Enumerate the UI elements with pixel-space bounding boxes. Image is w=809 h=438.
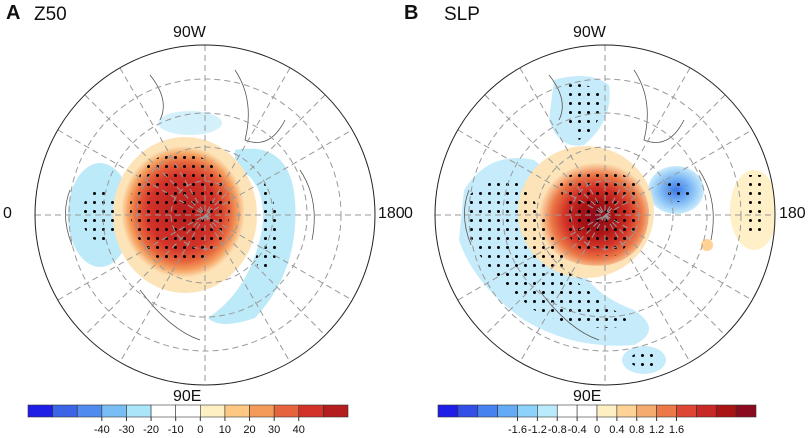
colorbar-swatch: [696, 404, 717, 418]
label-90e: 90E: [573, 388, 602, 405]
colorbar-tick-label: 1.2: [649, 424, 664, 436]
label-90w: 90W: [173, 24, 206, 41]
map-boundary: [434, 44, 776, 386]
label-0: 0: [404, 205, 413, 222]
colorbar-tick-label: -1.6: [508, 424, 527, 436]
colorbar-swatch: [273, 404, 300, 418]
colorbar-swatch: [676, 404, 697, 418]
colorbar-z50: -40 -30 -20 -10 0 10 20 30 40: [27, 404, 349, 436]
negative-right-arc-anomaly: [208, 148, 296, 324]
colorbar-tick-label: 0: [197, 424, 203, 436]
colorbar-swatch: [27, 404, 53, 418]
colorbar-tick-label: -40: [94, 424, 110, 436]
colorbar-tick-label: -1.2: [528, 424, 547, 436]
colorbar-tick-label: -10: [168, 424, 184, 436]
map-field: [435, 45, 775, 385]
colorbar-swatch: [200, 404, 226, 418]
polar-map-z50: [34, 44, 376, 386]
stipple-far-right: [744, 175, 764, 235]
colorbar-swatch: [249, 404, 275, 418]
negative-top-anomaly: [158, 111, 222, 135]
colorbar-swatch: [52, 404, 78, 418]
colorbar-swatch: [76, 404, 103, 418]
label-180: 180: [378, 205, 405, 222]
colorbar-swatch: [556, 404, 578, 418]
colorbar-swatch: [616, 404, 638, 418]
positive-small-dot: [701, 239, 713, 251]
stipple-bottom: [630, 352, 658, 368]
colorbar-tick-label: -0.8: [548, 424, 567, 436]
colorbar-swatch: [497, 404, 518, 418]
coastlines: [464, 69, 714, 341]
panel-letter: B: [404, 2, 419, 24]
stipple-right: [662, 182, 690, 202]
colorbar-tick-label: 1.6: [669, 424, 684, 436]
stipple-upper: [563, 84, 604, 140]
label-0: 0: [3, 205, 12, 222]
panel-a: A Z50: [0, 0, 405, 438]
colorbar-tick-label: 0.8: [629, 424, 644, 436]
colorbar-swatch: [437, 404, 459, 418]
colorbar-swatch: [735, 404, 757, 418]
colorbar-tick-label: -0.4: [568, 424, 587, 436]
colorbar-swatch: [126, 404, 152, 418]
colorbar-swatch: [537, 404, 558, 418]
colorbar-swatch: [224, 404, 250, 418]
colorbar-tick-label: 0: [594, 424, 600, 436]
coastlines: [65, 69, 315, 341]
panel-b: B SLP: [404, 0, 808, 438]
map-boundary: [34, 44, 376, 386]
colorbar-swatch: [576, 404, 598, 418]
colorbar-tick-label: 10: [219, 424, 231, 436]
polar-map-slp: [434, 44, 776, 386]
colorbar-swatch: [477, 404, 498, 418]
colorbar-tick-label: -30: [119, 424, 135, 436]
map-field: [35, 45, 375, 385]
colorbar-slp: -1.6 -1.2 -0.8 -0.4 0 0.4 0.8 1.2 1.6: [437, 404, 757, 436]
label-90e: 90E: [173, 388, 202, 405]
colorbar-swatch: [596, 404, 618, 418]
colorbar-swatch: [517, 404, 538, 418]
colorbar-swatch: [656, 404, 677, 418]
colorbar-tick-label: 30: [268, 424, 280, 436]
colorbar-swatch: [298, 404, 324, 418]
colorbar-swatch: [636, 404, 657, 418]
panel-letter: A: [6, 2, 21, 24]
meridians: [35, 45, 375, 385]
colorbar-tick-label: 0.4: [609, 424, 624, 436]
panel-title: Z50: [34, 4, 67, 25]
label-90w: 90W: [573, 24, 606, 41]
colorbar-swatch: [101, 404, 127, 418]
panel-title: SLP: [444, 4, 480, 25]
colorbar-swatch: [457, 404, 479, 418]
colorbar-tick-label: 20: [243, 424, 255, 436]
colorbar-swatch: [715, 404, 737, 418]
colorbar-tick-label: 40: [293, 424, 305, 436]
colorbar-swatch: [150, 404, 176, 418]
colorbar-tick-label: -20: [143, 424, 159, 436]
label-180: 180: [779, 205, 806, 222]
meridians: [435, 45, 775, 385]
colorbar-swatch: [175, 404, 201, 418]
colorbar-swatch: [323, 404, 349, 418]
